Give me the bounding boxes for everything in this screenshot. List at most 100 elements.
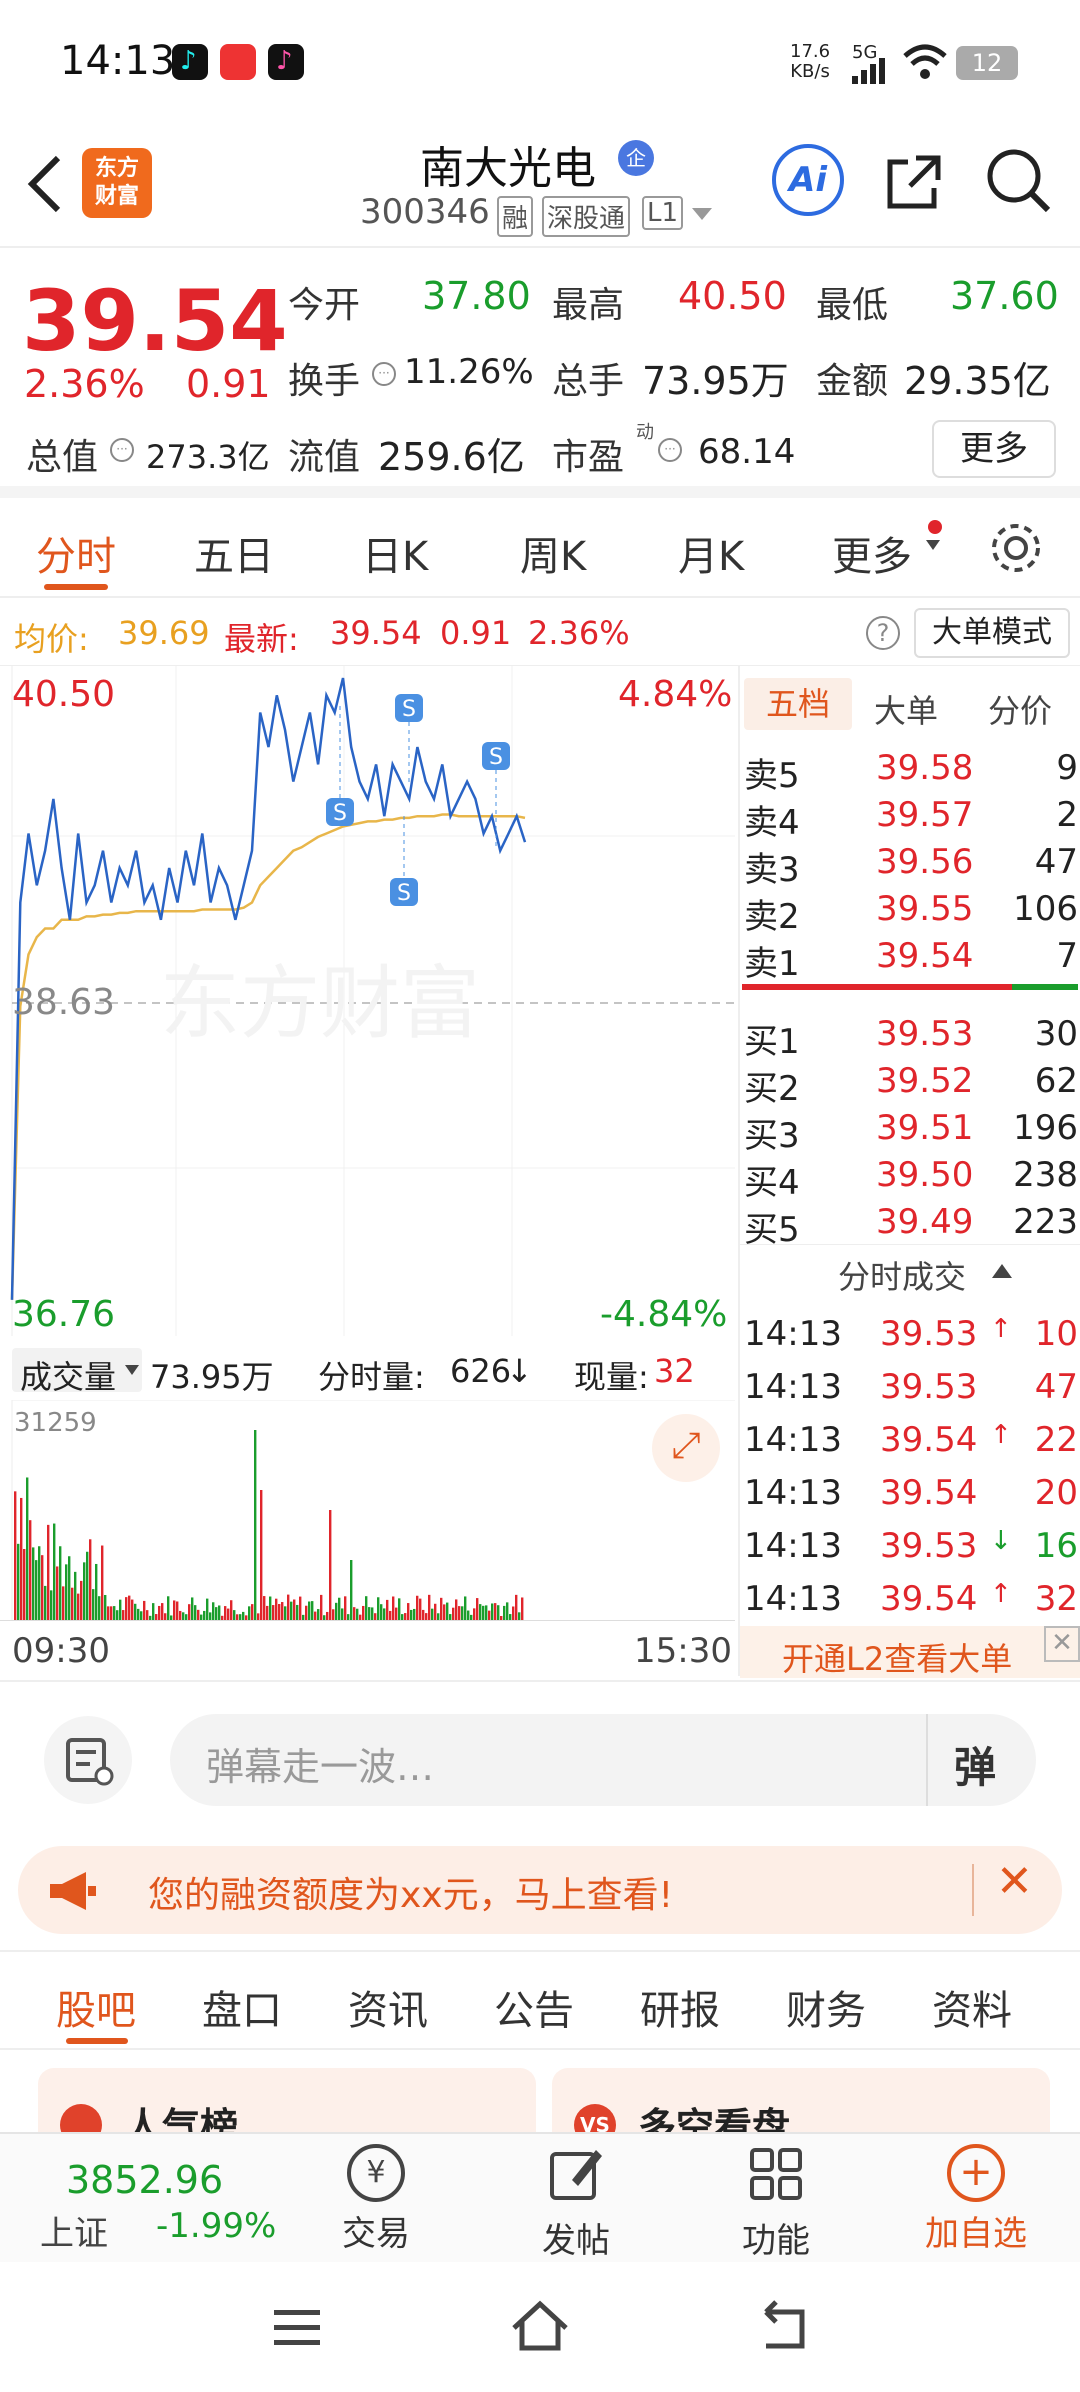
volume-bar — [389, 1610, 392, 1620]
tab-announcements[interactable]: 公告 — [494, 1988, 574, 2034]
expand-icon[interactable]: ⤢ — [652, 1414, 720, 1482]
tab-weekly-k[interactable]: 周K — [520, 534, 587, 580]
menu-icon[interactable] — [272, 2306, 324, 2350]
tab-monthly-k[interactable]: 月K — [678, 534, 745, 580]
level-label: 买1 — [744, 1022, 800, 1062]
buys-level-row: 买3 39.51 196 — [740, 1106, 1080, 1156]
big-order-mode-button[interactable]: 大单模式 — [914, 608, 1070, 658]
level-label: 买5 — [744, 1210, 800, 1250]
tab-forum[interactable]: 股吧 — [56, 1988, 136, 2034]
tab-five-level[interactable]: 五档 — [744, 678, 852, 730]
tab-research[interactable]: 研报 — [640, 1988, 720, 2034]
intraday-chart[interactable]: 东方财富 S S S S 40.50 4.84% 38.63 36.76 -4.… — [0, 666, 735, 1336]
danmu-settings-icon[interactable] — [44, 1716, 132, 1804]
volume-bar — [446, 1602, 449, 1620]
trade-tick-row: 14:13 39.53 47 — [740, 1365, 1080, 1411]
back-icon[interactable] — [22, 152, 66, 216]
tab-intraday[interactable]: 分时 — [36, 534, 116, 580]
volume-bar — [428, 1594, 431, 1620]
stock-name: 南大光电 — [420, 143, 596, 194]
volume-bar — [332, 1609, 335, 1620]
ticks-title[interactable]: 分时成交 — [838, 1258, 967, 1296]
volume-bar — [53, 1523, 56, 1620]
volume-bar — [308, 1601, 311, 1620]
help-icon[interactable]: ? — [866, 616, 900, 650]
sells-level-row: 卖3 39.56 47 — [740, 840, 1080, 890]
tab-news[interactable]: 资讯 — [348, 1988, 428, 2034]
volume-bar — [149, 1615, 152, 1620]
volume-bar — [224, 1606, 227, 1620]
tab-five-day[interactable]: 五日 — [194, 534, 274, 580]
level-label: 买4 — [744, 1163, 800, 1203]
close-icon[interactable]: ✕ — [996, 1856, 1033, 1907]
volume-bar — [368, 1607, 371, 1620]
collapse-icon[interactable] — [990, 1262, 1014, 1280]
volume-bar — [464, 1596, 467, 1620]
promo-banner[interactable]: 您的融资额度为xx元，马上查看! ✕ — [18, 1846, 1062, 1934]
post-button[interactable]: 发帖 — [506, 2144, 646, 2262]
add-watchlist-button[interactable]: + 加自选 — [906, 2144, 1046, 2255]
info-icon[interactable]: ··· — [110, 438, 134, 462]
index-widget[interactable]: 3852.96 上证 -1.99% — [40, 2158, 277, 2254]
volume-bar — [71, 1587, 74, 1620]
info-icon[interactable]: ··· — [372, 362, 396, 386]
search-icon[interactable] — [984, 146, 1054, 216]
dropdown-icon[interactable] — [924, 538, 942, 552]
volume-bar — [98, 1596, 101, 1620]
popularity-card[interactable]: 人气榜 — [38, 2068, 536, 2132]
home-icon[interactable] — [510, 2298, 570, 2354]
tab-big-order[interactable]: 大单 — [874, 692, 939, 730]
tab-handicap[interactable]: 盘口 — [202, 1988, 282, 2034]
close-icon[interactable]: ✕ — [1044, 1626, 1080, 1662]
promo-text: 您的融资额度为xx元，马上查看! — [148, 1875, 674, 1916]
level-price: 39.52 — [876, 1061, 974, 1101]
volume-bar — [47, 1524, 50, 1620]
volume-bar — [284, 1606, 287, 1620]
volume-bar — [215, 1607, 218, 1620]
settings-gear-icon[interactable] — [988, 520, 1044, 576]
volume-indicator-select[interactable]: 成交量 — [12, 1348, 142, 1396]
l2-upsell[interactable]: 开通L2查看大单 ✕ — [740, 1626, 1080, 1678]
chart-high-pct: 4.84% — [618, 674, 733, 715]
volume-bar — [134, 1603, 137, 1620]
functions-button[interactable]: 功能 — [706, 2144, 846, 2262]
tag-level[interactable]: L1 — [642, 196, 684, 230]
danmu-toggle[interactable]: 弹 — [954, 1743, 997, 1792]
danmu-input[interactable]: 弹幕走一波… 弹 — [170, 1714, 1036, 1806]
volume-bar — [506, 1602, 509, 1620]
volume-bar — [170, 1615, 173, 1620]
tab-finance[interactable]: 财务 — [786, 1988, 866, 2034]
info-icon[interactable]: ··· — [658, 438, 682, 462]
tab-price-dist[interactable]: 分价 — [988, 692, 1053, 730]
bull-bear-card[interactable]: VS 多空看盘 — [552, 2068, 1050, 2132]
volume-bar — [233, 1610, 236, 1620]
volume-chart: 31259 ⤢ — [0, 1400, 735, 1620]
back-nav-icon[interactable] — [754, 2300, 810, 2352]
tag-sz-connect: 深股通 — [542, 196, 631, 237]
tab-profile[interactable]: 资料 — [932, 1988, 1012, 2034]
level-qty: 9 — [1056, 748, 1078, 788]
volume-bar — [242, 1611, 245, 1620]
share-icon[interactable] — [882, 148, 948, 214]
volume-bar — [479, 1604, 482, 1620]
dropdown-icon[interactable] — [690, 206, 714, 222]
volume-bar — [497, 1605, 500, 1620]
volume-bar — [254, 1430, 257, 1620]
ai-icon[interactable]: Ai — [772, 144, 844, 216]
clock: 14:13 — [60, 38, 176, 84]
total-volume: 73.95万 — [150, 1358, 274, 1396]
enterprise-badge: 企 — [618, 140, 654, 176]
chart-low-pct: -4.84% — [600, 1294, 728, 1335]
volume-bar — [413, 1608, 416, 1620]
latest-value: 39.54 — [330, 614, 422, 652]
volume-bar — [350, 1560, 353, 1620]
eastmoney-logo[interactable]: 东方 财富 — [82, 148, 152, 218]
tab-daily-k[interactable]: 日K — [362, 534, 429, 580]
volume-bar — [125, 1597, 128, 1620]
volume-bar — [14, 1491, 17, 1620]
tiktok-icon: ♪ — [268, 44, 304, 80]
trade-button[interactable]: ¥ 交易 — [306, 2144, 446, 2255]
volume-bar — [206, 1598, 209, 1620]
tab-more[interactable]: 更多 — [832, 534, 912, 580]
more-button[interactable]: 更多 — [932, 420, 1056, 478]
